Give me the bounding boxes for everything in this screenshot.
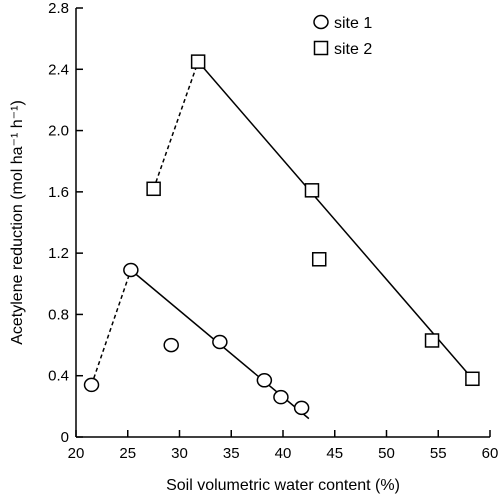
x-tick-label: 45	[326, 445, 343, 462]
x-tick-label: 55	[430, 445, 447, 462]
site-1-point	[163, 337, 179, 353]
x-tick-label: 30	[171, 445, 188, 462]
legend-marker-site-1	[313, 14, 329, 30]
y-tick-label: 1.6	[48, 184, 69, 201]
site-2-point	[190, 54, 206, 69]
site-1-point	[256, 373, 273, 388]
x-tick-label: 20	[68, 445, 85, 462]
site-2-point	[146, 181, 161, 197]
y-tick-label: 0	[61, 429, 69, 446]
y-axis-title: Acetylene reduction (mol ha⁻¹ h⁻¹)	[9, 100, 26, 345]
site-1-point	[123, 262, 139, 278]
x-tick-label: 60	[482, 445, 499, 462]
site-2-point	[304, 183, 320, 198]
axes: 20 25 30 35 40 45 50 55 60 0 0.4 0.8 1.2 1.6 2.0 2.4 2.8	[48, 0, 498, 462]
x-tick-label: 50	[378, 445, 395, 462]
legend-label-site-2: site 2	[334, 41, 372, 58]
x-tick-label: 40	[275, 445, 292, 462]
site-1-point	[273, 389, 289, 405]
y-tick-label: 2.0	[48, 123, 69, 140]
legend-marker-site-2	[313, 40, 329, 56]
site-1-point	[83, 377, 100, 393]
y-tick-label: 2.8	[48, 0, 69, 17]
x-tick-label: 25	[119, 445, 136, 462]
site-2-point	[311, 252, 327, 267]
data-markers	[83, 54, 480, 416]
x-tick-label: 35	[223, 445, 240, 462]
legend: site 1 site 2	[313, 14, 372, 58]
y-tick-label: 0.4	[48, 368, 69, 385]
y-tick-label: 1.2	[48, 245, 69, 262]
site-2-point	[424, 333, 440, 348]
x-axis-title: Soil volumetric water content (%)	[166, 477, 400, 494]
site-1-dashed-fit-line	[90, 269, 132, 386]
site-1-point	[212, 334, 228, 350]
fit-lines	[90, 61, 473, 420]
y-tick-label: 0.8	[48, 306, 69, 323]
site-2-solid-fit-line	[197, 61, 473, 380]
y-tick-label: 2.4	[48, 61, 69, 78]
site-2-point	[465, 371, 480, 387]
site-2-dashed-fit-line	[152, 61, 199, 190]
legend-label-site-1: site 1	[334, 15, 372, 32]
site-1-point	[293, 400, 310, 416]
